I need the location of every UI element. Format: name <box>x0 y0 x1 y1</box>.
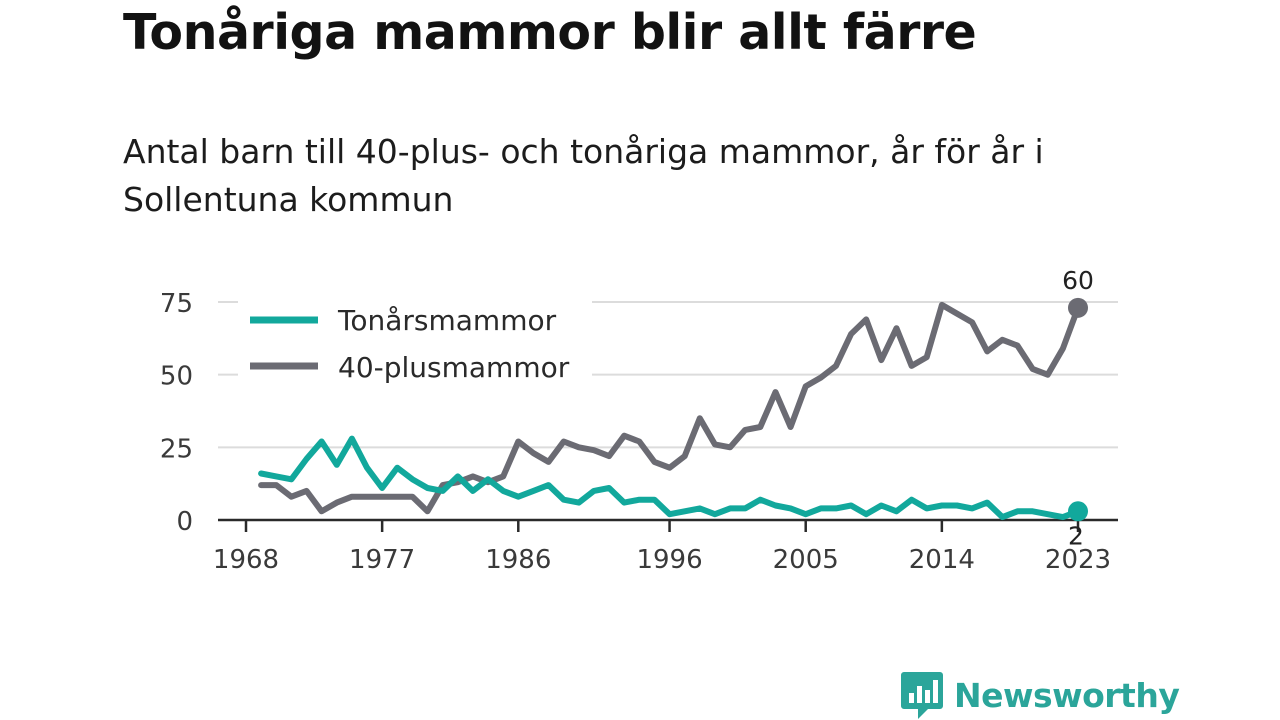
y-tick-label: 50 <box>160 362 193 392</box>
chart-subtitle: Antal barn till 40-plus- och tonåriga ma… <box>123 132 1044 219</box>
x-tick-label: 2014 <box>909 545 975 575</box>
x-tick-label: 1977 <box>349 545 415 575</box>
brand-logo: Newsworthy <box>900 670 1180 720</box>
series-line-40-plusmammor <box>258 301 1081 515</box>
y-axis: 0 25 50 75 <box>160 289 193 537</box>
end-marker-tonarsmammor <box>1068 501 1088 522</box>
x-tick-label: 1968 <box>213 545 279 575</box>
y-tick-label: 0 <box>176 507 193 537</box>
bar-chart-speech-bubble-icon <box>901 672 943 719</box>
series-lines <box>258 301 1081 521</box>
y-tick-label: 25 <box>160 434 193 464</box>
x-axis: 1968 1977 1986 1996 2005 2014 2023 <box>213 518 1118 575</box>
chart-title: Tonåriga mammor blir allt färre <box>123 4 977 61</box>
legend-label-40-plusmammor: 40-plusmammor <box>338 351 570 384</box>
y-tick-label: 75 <box>160 289 193 319</box>
brand-name: Newsworthy <box>954 675 1180 715</box>
end-label-40-plusmammor: 60 <box>1062 266 1094 295</box>
end-label-tonarsmammor: 2 <box>1068 521 1084 550</box>
x-tick-label: 2005 <box>773 545 839 575</box>
x-tick-label: 1986 <box>485 545 551 575</box>
legend-label-tonarsmammor: Tonårsmammor <box>337 304 557 337</box>
end-marker-40-plusmammor <box>1068 297 1088 318</box>
x-tick-label: 1996 <box>636 545 702 575</box>
x-tick-label: 2023 <box>1045 545 1111 575</box>
end-markers: 60 2 <box>1062 266 1094 550</box>
legend: Tonårsmammor 40-plusmammor <box>238 296 592 384</box>
series-line-tonarsmammor <box>258 435 1081 521</box>
